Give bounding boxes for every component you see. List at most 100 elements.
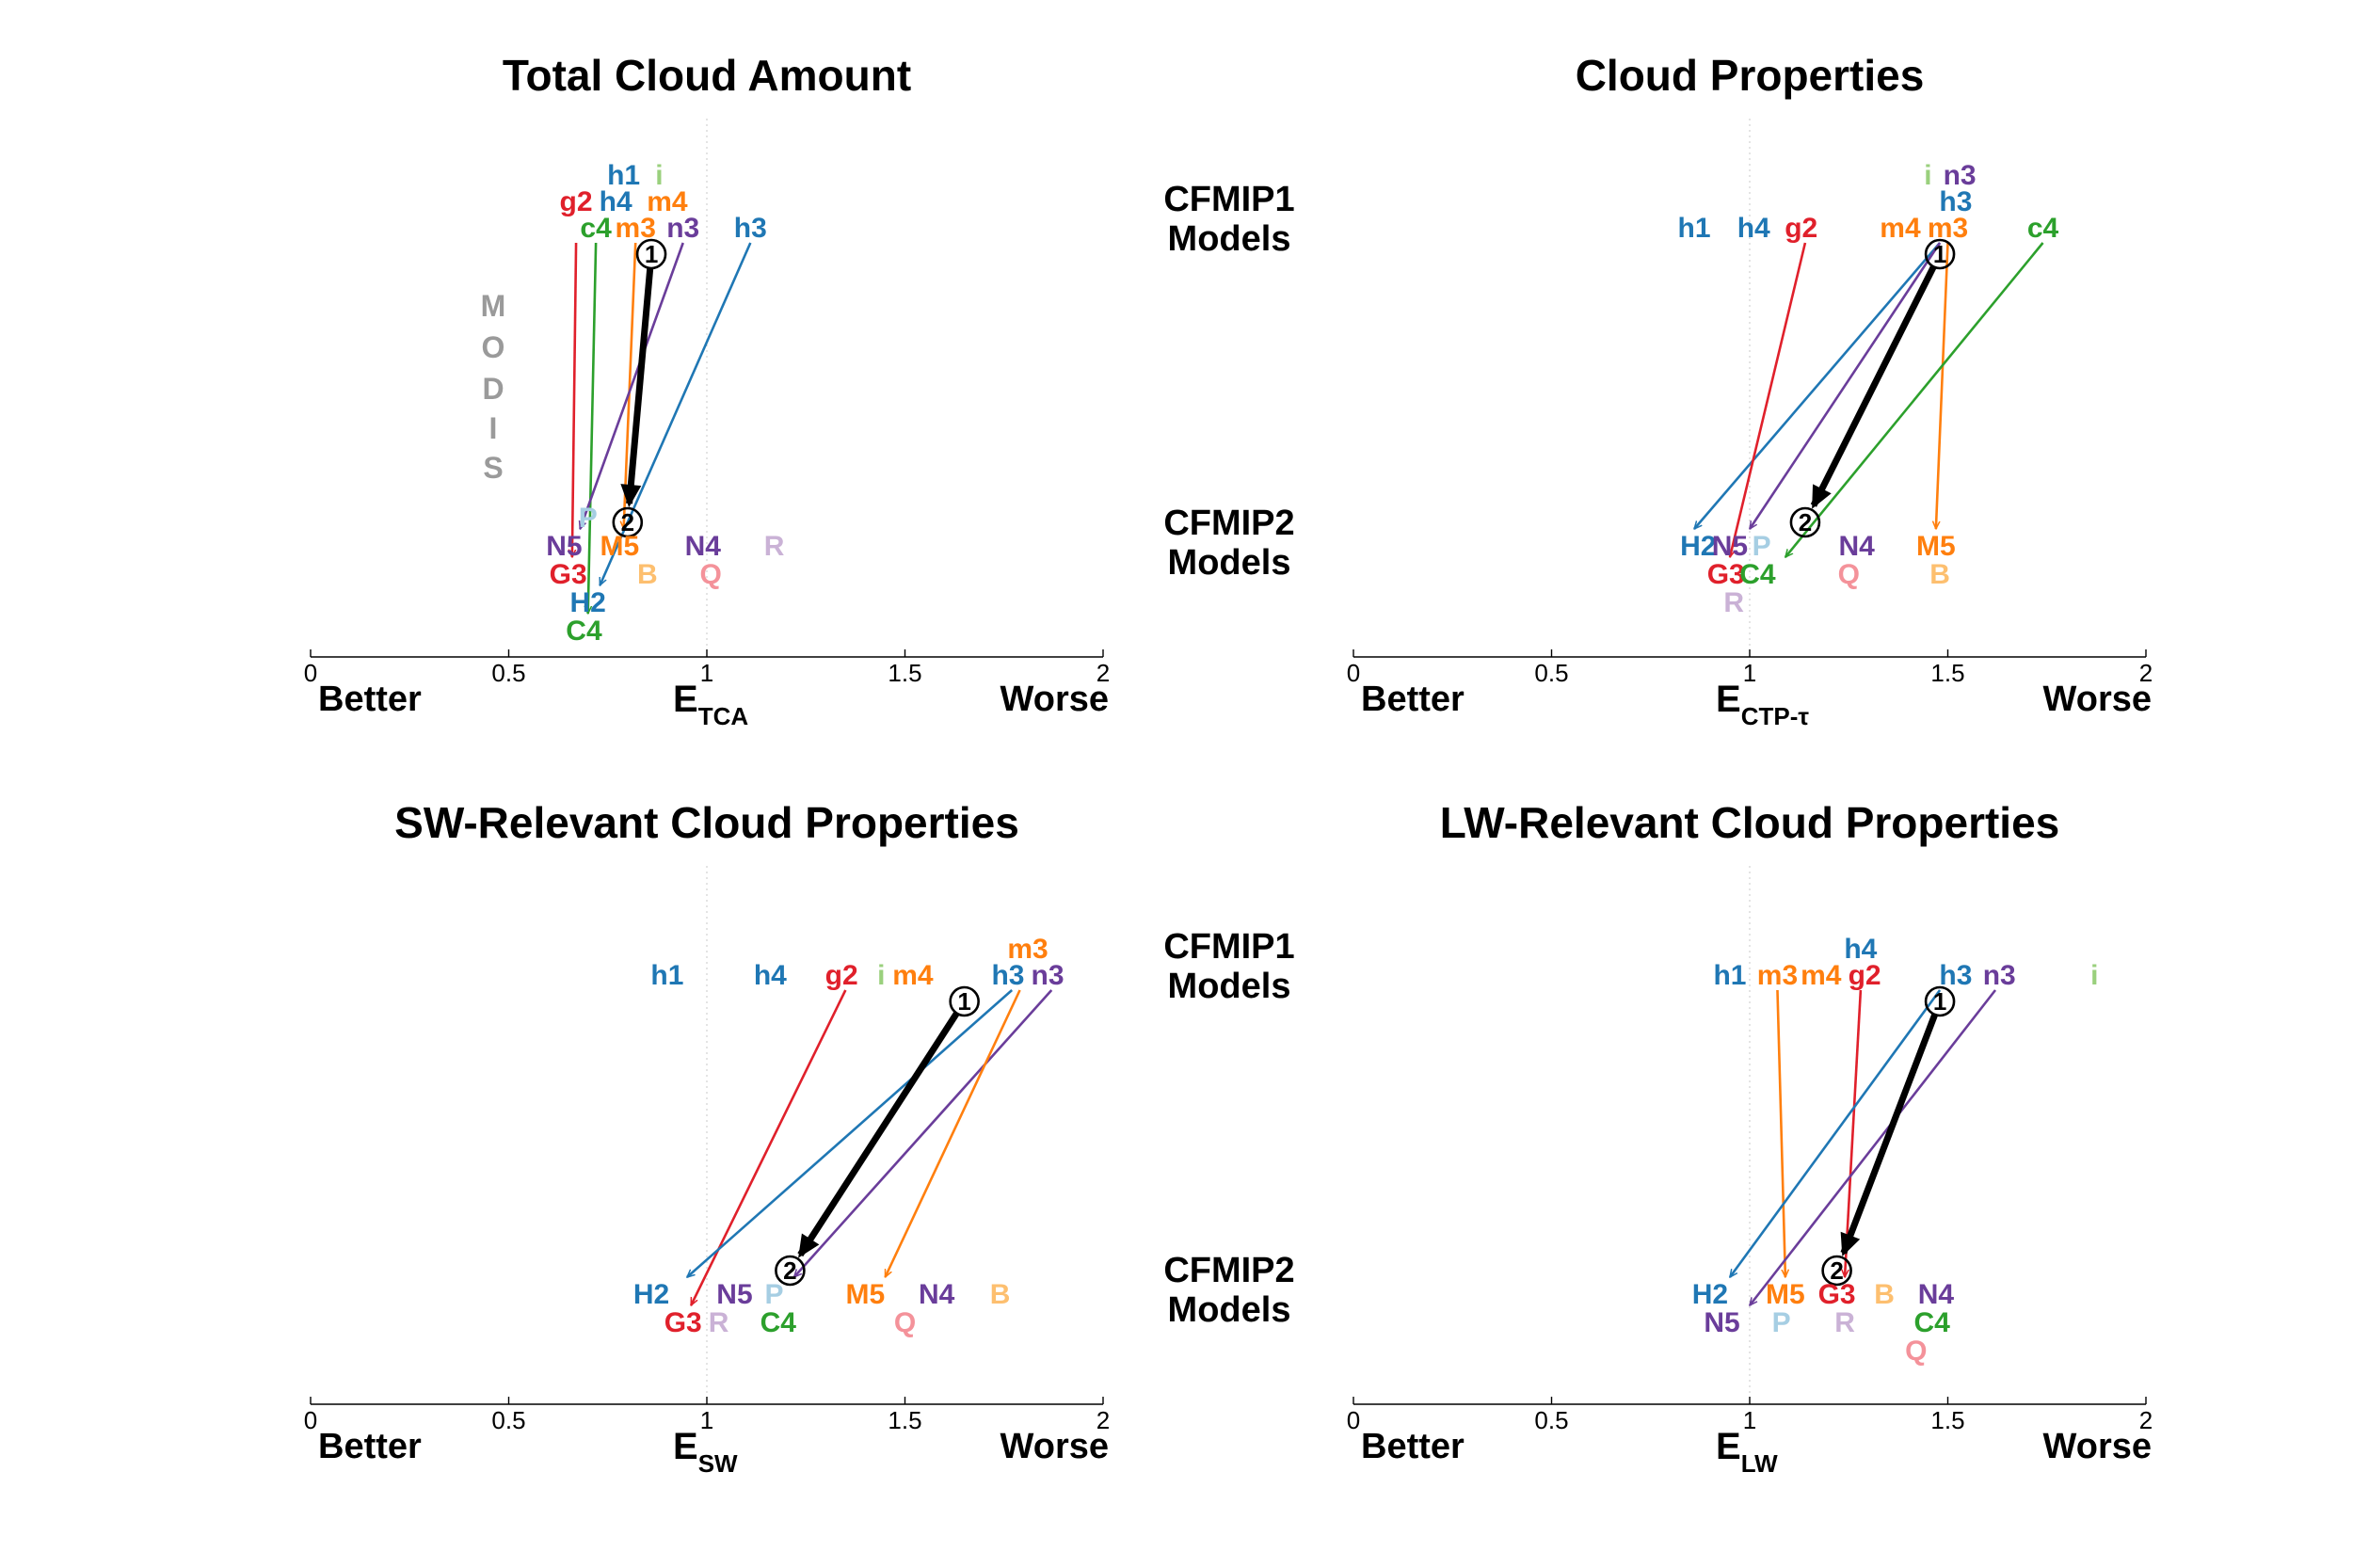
mean-start-marker: 1 — [949, 985, 980, 1017]
x-tick-label: 1.5 — [1930, 659, 1964, 687]
cfmip1-model-label: h1 — [650, 960, 683, 991]
x-tick-label: 2 — [1096, 659, 1110, 687]
worse-label: Worse — [2043, 680, 2152, 719]
cfmip2-model-label: N4 — [685, 531, 722, 562]
cfmip2-model-label: R — [1723, 587, 1744, 618]
cfmip1-model-label: m4 — [647, 186, 688, 217]
mean-arrow-head — [798, 1233, 820, 1258]
mean-start-marker-circle — [635, 238, 667, 270]
chart-panel: Cloud Properties 0 0.5 1 1.5 2 Better Worse ECTP… — [1347, 51, 2153, 730]
mean-arrow — [1840, 1013, 1938, 1255]
mean-end-marker-circle — [1789, 506, 1821, 538]
cfmip1-model-label: g2 — [825, 960, 858, 991]
cfmip1-model-label: g2 — [1785, 213, 1817, 244]
cfmip2-model-label: P — [1772, 1307, 1791, 1338]
cfmip1-model-label: h4 — [600, 186, 632, 217]
cfmip1-model-label: n3 — [1944, 160, 1977, 191]
model-arrow-n3-to-N5 — [794, 989, 1053, 1277]
cfmip1-model-label: i — [2090, 960, 2098, 991]
chart-title: Cloud Properties — [1576, 51, 1925, 100]
x-axis-label-main: E — [673, 679, 698, 720]
chart-title: Total Cloud Amount — [503, 51, 911, 100]
cfmip1-model-label: m3 — [616, 213, 656, 244]
cfmip2-model-label: G3 — [1818, 1279, 1856, 1310]
chart-title: SW-Relevant Cloud Properties — [394, 798, 1019, 847]
cfmip1-model-label: h4 — [754, 960, 787, 991]
x-tick-label: 2 — [1096, 1406, 1110, 1434]
group-labels: CFMIP1 Models CFMIP2 Models CFMIP1 Model… — [481, 180, 1295, 1330]
cfmip2-model-label: N4 — [919, 1279, 955, 1310]
mean-end-marker-number: 2 — [1799, 508, 1812, 536]
mean-start-marker-circle — [1924, 238, 1956, 270]
model-arrow-h3-to-H2 — [1730, 989, 1942, 1277]
cfmip1-model-label: g2 — [560, 186, 593, 217]
cfmip2-label-top-line2: Models — [1168, 543, 1291, 583]
cfmip2-model-label: M5 — [846, 1279, 886, 1310]
chart-panel: LW-Relevant Cloud Properties 0 0.5 1 1.5 2 Bet… — [1347, 798, 2153, 1478]
x-axis-label-subscript: CTP-τ — [1741, 702, 1810, 730]
mean-end-marker-number: 2 — [783, 1256, 796, 1285]
model-arrow-h3-to-H2 — [687, 989, 1014, 1277]
cfmip2-label-bottom-line2: Models — [1168, 1290, 1291, 1330]
cfmip2-model-label: P — [579, 503, 598, 534]
cfmip1-model-label: c4 — [580, 213, 612, 244]
cfmip1-model-label: h3 — [991, 960, 1024, 991]
cfmip2-model-label: G3 — [550, 559, 587, 590]
cfmip2-model-label: C4 — [760, 1307, 797, 1338]
cfmip2-model-label: B — [990, 1279, 1011, 1310]
cfmip2-model-label: N5 — [546, 531, 582, 562]
x-axis-label: ECTP-τ — [1716, 679, 1809, 730]
mean-arrow-head — [1812, 484, 1832, 509]
cfmip2-model-label: N4 — [1918, 1279, 1955, 1310]
cfmip1-model-label: g2 — [1849, 960, 1881, 991]
mean-end-marker-number: 2 — [621, 508, 634, 536]
cfmip2-model-label: M5 — [600, 531, 640, 562]
x-axis-label-main: E — [1716, 1426, 1741, 1467]
mean-end-marker: 2 — [1789, 506, 1821, 538]
modis-letter: S — [483, 451, 503, 485]
modis-letter: O — [482, 330, 505, 364]
x-tick-label: 0.5 — [1534, 1406, 1568, 1434]
mean-end-marker-circle — [1821, 1255, 1852, 1287]
cfmip2-model-label: N5 — [1712, 531, 1748, 562]
modis-letter: D — [482, 372, 504, 406]
cfmip1-model-label: m4 — [892, 960, 934, 991]
x-tick-label: 1 — [700, 1406, 713, 1434]
x-tick-label: 0 — [304, 1406, 317, 1434]
mean-start-marker-number: 1 — [1933, 240, 1946, 268]
cfmip2-model-label: G3 — [664, 1307, 702, 1338]
x-tick-label: 2 — [2139, 659, 2153, 687]
mean-arrow — [1810, 264, 1937, 507]
cfmip2-model-label: G3 — [1707, 559, 1745, 590]
cfmip2-model-label: B — [637, 559, 658, 590]
cfmip2-model-label: R — [709, 1307, 729, 1338]
x-axis-label-subscript: TCA — [698, 702, 749, 730]
model-arrow-g2-to-G3 — [1730, 242, 1807, 557]
mean-arrow-head — [1840, 1231, 1861, 1257]
model-arrow-n3-to-N5 — [1748, 242, 1942, 529]
mean-end-marker-number: 2 — [1830, 1256, 1843, 1285]
cfmip1-label-top-line2: Models — [1168, 219, 1291, 259]
cfmip1-model-label: h1 — [1678, 213, 1711, 244]
x-axis-label: ESW — [673, 1426, 738, 1478]
worse-label: Worse — [2043, 1427, 2152, 1466]
cfmip1-model-label: h1 — [1713, 960, 1746, 991]
model-arrow-n3-to-N5 — [580, 242, 684, 529]
cfmip2-label-top-line1: CFMIP2 — [1163, 504, 1294, 543]
cfmip2-model-label: B — [1874, 1279, 1895, 1310]
model-arrow-c4-to-C4 — [588, 242, 598, 614]
cfmip2-model-label: B — [1929, 559, 1950, 590]
model-arrow-g2-to-G3 — [572, 242, 578, 557]
x-tick-label: 1 — [1743, 1406, 1756, 1434]
cfmip2-model-label: H2 — [1692, 1279, 1728, 1310]
mean-arrow — [797, 1011, 960, 1257]
cfmip1-model-label: h4 — [1844, 934, 1877, 965]
model-arrow-m3-to-M5 — [884, 989, 1021, 1277]
x-tick-label: 1 — [700, 659, 713, 687]
cfmip2-model-label: M5 — [1916, 531, 1956, 562]
cfmip2-model-label: P — [765, 1279, 784, 1310]
cfmip1-model-label: n3 — [1032, 960, 1064, 991]
x-tick-label: 0 — [1347, 659, 1360, 687]
